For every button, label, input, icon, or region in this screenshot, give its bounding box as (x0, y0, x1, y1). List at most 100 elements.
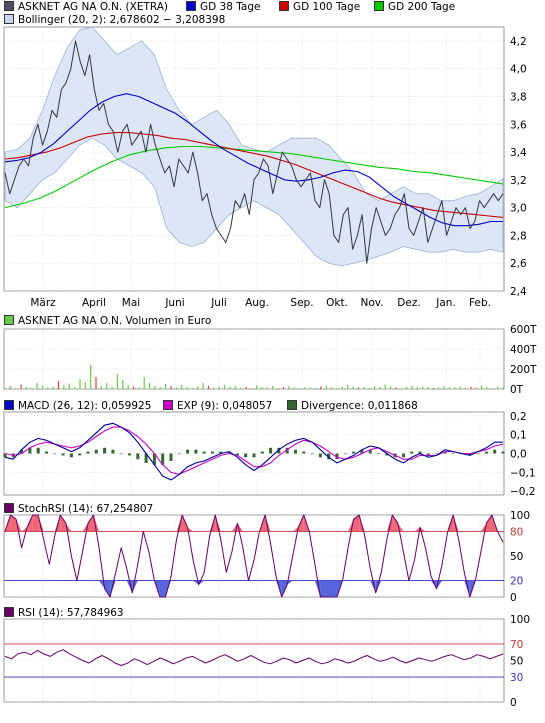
legend-item-rsi: RSI (14): 57,784963 (4, 606, 124, 620)
legend-swatch-divergence (287, 400, 297, 410)
stochrsi-oversold-fill (469, 580, 476, 597)
legend-swatch-macd (4, 400, 14, 410)
divergence-bar (227, 451, 231, 454)
stochrsi-oversold-fill (431, 580, 437, 589)
legend-item-ticker: ASKNET AG NA O.N. (XETRA) (4, 0, 168, 14)
volume-panel-frame (3, 328, 505, 390)
divergence-bar (252, 453, 256, 458)
rsi-axis-ytick-label: 30 (510, 672, 523, 684)
legend-swatch-bollinger (4, 14, 14, 24)
stochrsi-overbought-fill (386, 515, 393, 532)
volume-bar (347, 385, 349, 389)
stochrsi-overbought-fill (453, 515, 459, 532)
volume-bar (315, 388, 317, 389)
legend-item-volume: ASKNET AG NA O.N. Volumen in Euro (4, 314, 211, 328)
volume-bar (52, 386, 54, 389)
divergence-bar (136, 453, 140, 460)
legend-swatch-gd200 (374, 1, 384, 11)
volume-bar (213, 387, 215, 389)
month-label: Juni (164, 297, 184, 309)
price-line (4, 40, 504, 264)
month-label: Nov. (360, 297, 383, 309)
divergence-bar (169, 453, 173, 461)
price-axis-ytick-label: 3,4 (510, 147, 527, 159)
volume-bar (400, 388, 402, 389)
volume-bar (293, 387, 295, 389)
volume-bar (320, 386, 322, 389)
legend-swatch-gd38 (186, 1, 196, 11)
volume-bar (186, 387, 188, 389)
volume-bar (138, 387, 140, 389)
stochrsi-overbought-fill (414, 527, 420, 532)
stochrsi-overbought-fill (21, 527, 28, 532)
price-legend: ASKNET AG NA O.N. (XETRA) GD 38 Tage GD … (4, 0, 544, 14)
divergence-bar (310, 453, 314, 455)
divergence-bar (45, 451, 48, 454)
macd-axis-ytick-label: −0,2 (510, 486, 536, 498)
stochrsi-axis-ytick-label: 20 (510, 576, 523, 588)
legend-swatch-exp (163, 400, 173, 410)
divergence-bar (3, 453, 7, 458)
volume-bar (202, 383, 204, 389)
stochrsi-overbought-fill (292, 527, 299, 532)
rsi-axis-ytick-label: 0 (510, 697, 517, 709)
volume-bar (116, 374, 119, 389)
stochrsi-overbought-fill (93, 515, 100, 532)
divergence-bar (352, 451, 356, 454)
stochrsi-oversold-fill (276, 580, 282, 597)
stochrsi-oversold-fill (325, 580, 332, 597)
gd200-line (4, 145, 504, 209)
legend-swatch-stoch (4, 503, 14, 513)
volume-bar (154, 386, 156, 389)
stochrsi-oversold-fill (320, 580, 326, 597)
month-label: Mai (122, 297, 140, 309)
stochrsi-oversold-fill (198, 580, 205, 585)
divergence-bar (335, 453, 339, 460)
divergence-bar (302, 451, 306, 454)
divergence-bar (186, 449, 190, 454)
volume-bar (149, 383, 151, 389)
volume-bar (191, 388, 193, 389)
divergence-bar (418, 451, 422, 454)
bollinger-legend: Bollinger (20, 2): 2,678602 − 3,208398 (4, 13, 544, 27)
divergence-bar (11, 453, 15, 458)
stochrsi-panel-frame (3, 514, 505, 598)
stochrsi-overbought-fill (82, 523, 88, 532)
volume-bar (266, 387, 268, 389)
price-axis-ytick-label: 3,8 (510, 91, 527, 103)
volume-bar (63, 385, 65, 389)
macd-legend: MACD (26, 12): 0,059925 EXP (9): 0,04805… (4, 399, 544, 413)
stochrsi-overbought-fill (353, 515, 360, 532)
divergence-bar (285, 447, 289, 454)
month-label: Feb. (469, 297, 491, 309)
divergence-bar (219, 451, 223, 454)
volume-bar (41, 385, 44, 389)
volume-bar (165, 384, 167, 389)
stochrsi-oversold-fill (375, 580, 382, 593)
volume-bar (127, 385, 129, 389)
divergence-bar (360, 449, 364, 454)
volume-axis-ytick-label: 200T (510, 364, 537, 376)
macd-panel-frame (3, 411, 505, 496)
month-label: Juli (210, 297, 227, 309)
volume-bar (454, 387, 456, 389)
divergence-bar (327, 453, 331, 460)
stochrsi-overbought-fill (5, 515, 11, 532)
divergence-bar (484, 451, 488, 454)
stochrsi-axis-ytick-label: 80 (510, 526, 523, 538)
volume-bar (331, 387, 333, 389)
volume-bar (170, 386, 172, 389)
divergence-bar (410, 451, 414, 454)
volume-bar (272, 386, 274, 389)
divergence-bar (476, 453, 480, 455)
volume-bar (432, 388, 434, 389)
stochrsi-oversold-fill (331, 580, 337, 597)
stochrsi-oversold-fill (464, 580, 470, 597)
volume-bar (422, 386, 424, 389)
month-label: Dez. (397, 297, 420, 309)
volume-bar (240, 387, 242, 389)
divergence-bar (103, 447, 107, 454)
volume-bar (90, 365, 92, 389)
stochrsi-overbought-fill (265, 515, 271, 532)
exp-line (4, 426, 504, 475)
